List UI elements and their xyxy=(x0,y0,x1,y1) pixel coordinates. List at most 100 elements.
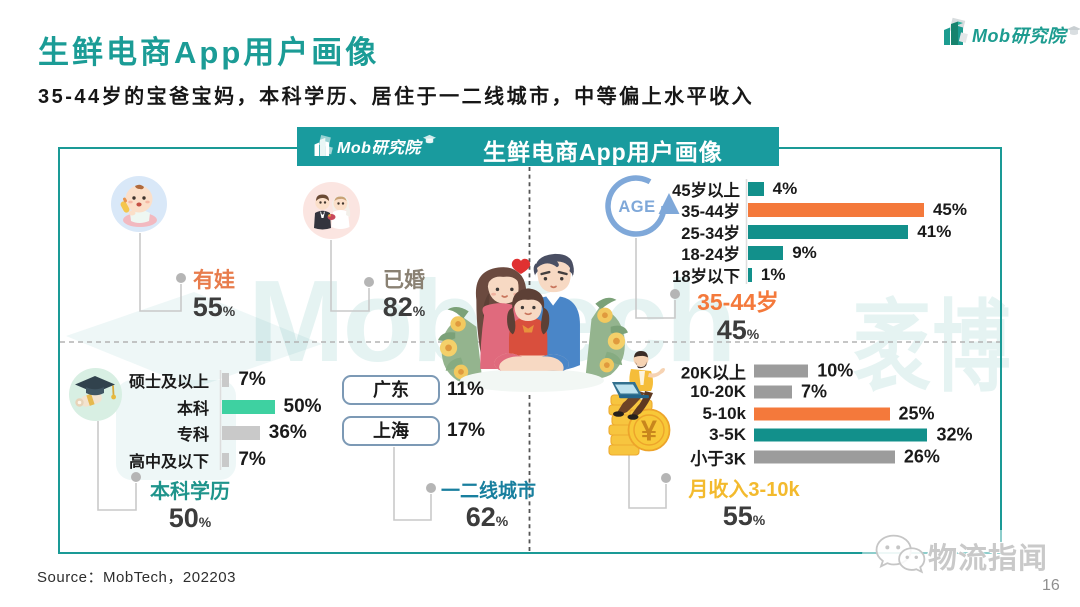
education-row-0: 硕士及以上 7% xyxy=(70,369,370,391)
stat-married-value: 82 xyxy=(382,292,413,322)
education-value-label: 7% xyxy=(238,369,266,390)
age-value-label: 9% xyxy=(792,243,817,262)
grad-cap-mini-icon xyxy=(1066,25,1080,44)
stat-age: 35-44岁 45% xyxy=(694,283,782,347)
stat-age-number: 45% xyxy=(694,317,782,347)
education-bar xyxy=(222,426,260,440)
income-row-0: 20K以上 10% xyxy=(600,360,1000,382)
source-note: Source：MobTech，202203 xyxy=(37,569,236,586)
income-value-label: 25% xyxy=(898,403,935,423)
stat-kids: 有娃 55% xyxy=(191,264,237,324)
stat-income: 月收入3-10k 55% xyxy=(686,473,802,534)
income-bar xyxy=(754,450,895,463)
education-bar xyxy=(222,373,230,387)
age-category-label: 18-24岁 xyxy=(681,246,740,264)
income-value-label: 26% xyxy=(903,446,940,466)
age-bar xyxy=(748,246,784,260)
stat-income-label: 月收入3-10k xyxy=(688,479,800,501)
stat-education: 本科学历 50% xyxy=(150,475,230,536)
stat-income-value: 55 xyxy=(722,501,753,531)
income-value-label: 32% xyxy=(936,424,973,445)
corner-watermark-text: 物流指闻 xyxy=(928,542,1049,575)
stat-kids-value: 55 xyxy=(192,292,223,322)
page-number: 16 xyxy=(1042,577,1060,594)
stat-age-value: 45 xyxy=(716,315,747,345)
age-category-label: 18岁以下 xyxy=(672,267,740,286)
education-icon xyxy=(69,368,122,421)
foliage-right xyxy=(585,297,628,379)
city-box-0: 广东 xyxy=(342,375,440,405)
age-category-label: 45岁以上 xyxy=(672,181,740,200)
education-row-3: 高中及以下 7% xyxy=(70,449,370,471)
age-category-label: 35-44岁 xyxy=(681,203,740,221)
age-row-4: 18岁以下 1% xyxy=(585,264,985,286)
mob-building-icon-white xyxy=(314,135,333,156)
stat-city-label: 一二线城市 xyxy=(441,481,537,502)
city-box-1: 上海 xyxy=(342,416,440,446)
education-bar-chart: 硕士及以上 7% 本科 50% 专科 36% 高中及以下 7% xyxy=(70,369,370,481)
stat-married-label: 已婚 xyxy=(383,269,425,292)
education-bar xyxy=(222,452,230,467)
education-value-label: 7% xyxy=(238,448,266,470)
age-category-label: 25-34岁 xyxy=(681,224,740,243)
stat-kids-number: 55% xyxy=(191,294,237,324)
education-category-label: 本科 xyxy=(176,400,209,418)
income-bar xyxy=(754,385,792,399)
stat-city-number: 62% xyxy=(441,503,533,535)
watermark-gradcap-shape xyxy=(66,292,322,480)
education-category-label: 硕士及以上 xyxy=(128,374,209,391)
grad-cap-mini-icon-white xyxy=(422,134,436,143)
mob-building-icon xyxy=(942,17,968,52)
age-row-2: 25-34岁 41% xyxy=(585,221,985,243)
brand-logo-top: Mob研究院 xyxy=(942,17,1080,52)
income-row-2: 5-10k 25% xyxy=(600,403,1000,424)
age-bar xyxy=(748,267,752,282)
income-category-label: 小于3K xyxy=(690,449,746,468)
stat-city: 一二线城市 62% xyxy=(441,476,537,535)
income-icon: ¥ xyxy=(608,351,671,456)
age-row-1: 35-44岁 45% xyxy=(585,199,985,221)
income-category-label: 3-5K xyxy=(709,425,746,444)
age-ring-icon: AGE xyxy=(605,175,680,237)
stat-married-unit: % xyxy=(412,303,426,319)
stat-education-label: 本科学历 xyxy=(150,481,230,503)
income-row-3: 3-5K 32% xyxy=(600,425,1000,446)
stat-income-unit: % xyxy=(752,512,766,528)
income-bar-chart: 20K以上 10% 10-20K 7% 5-10k 25% 3-5K 32% 小于3K 26% xyxy=(600,360,1000,472)
education-category-label: 专科 xyxy=(176,427,209,444)
age-row-3: 18-24岁 9% xyxy=(585,242,985,264)
stat-city-value: 62 xyxy=(465,502,496,532)
wechat-bubbles-icon xyxy=(875,534,926,574)
page-subtitle: 35-44岁的宝爸宝妈，本科学历、居住于一二线城市，中等偏上水平收入 xyxy=(38,86,755,108)
city-value-label: 17% xyxy=(447,420,486,441)
panel-banner: Mob研究院 生鲜电商App用户画像 xyxy=(297,127,779,166)
city-stats: 广东 11% 上海 17% xyxy=(342,375,532,450)
stat-age-label: 35-44岁 xyxy=(697,289,779,315)
family-illustration xyxy=(437,253,628,392)
age-row-0: 45岁以上 4% xyxy=(585,178,985,200)
income-bar xyxy=(754,428,928,442)
education-bar xyxy=(222,399,275,414)
married-couple-icon xyxy=(303,182,360,239)
education-row-2: 专科 36% xyxy=(70,422,370,444)
stat-married: 已婚 82% xyxy=(381,264,427,324)
stat-age-unit: % xyxy=(746,326,760,342)
stat-education-number: 50% xyxy=(150,504,230,536)
age-bar xyxy=(748,203,924,217)
age-bar xyxy=(748,181,764,196)
education-row-1: 本科 50% xyxy=(70,396,370,418)
age-value-label: 1% xyxy=(760,264,786,284)
age-badge-text: AGE xyxy=(618,198,655,216)
income-row-1: 10-20K 7% xyxy=(600,382,1000,403)
income-row-4: 小于3K 26% xyxy=(600,446,1000,468)
banner-brand-name: Mob研究院 xyxy=(337,140,421,157)
corner-watermark: 物流指闻 xyxy=(872,532,1048,579)
baby-icon xyxy=(111,176,167,232)
page-title: 生鲜电商App用户画像 xyxy=(38,35,380,70)
income-bar xyxy=(754,407,890,420)
watermark-maobo: 袤博 xyxy=(853,292,1013,404)
education-category-label: 高中及以下 xyxy=(128,453,209,471)
brand-name: Mob研究院 xyxy=(972,25,1066,46)
banner-title: 生鲜电商App用户画像 xyxy=(483,139,723,165)
